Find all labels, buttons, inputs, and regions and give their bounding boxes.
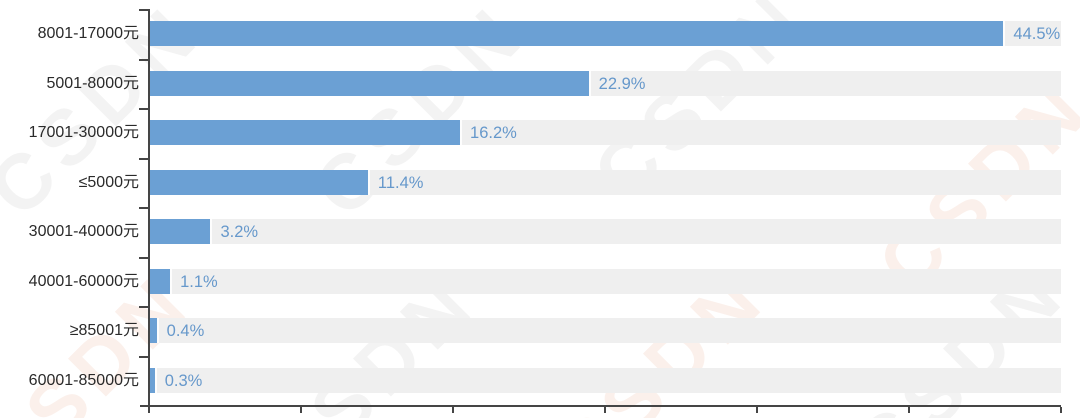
y-axis-line bbox=[148, 9, 150, 406]
bar-track bbox=[149, 268, 1061, 294]
bar-row: 8001-17000元 44.5% bbox=[0, 21, 1080, 47]
bar bbox=[149, 367, 155, 393]
y-axis-tick bbox=[139, 256, 149, 259]
category-label: 40001-60000元 bbox=[28, 272, 139, 290]
bar-row: ≥85001元 0.4% bbox=[0, 318, 1080, 344]
category-label: 30001-40000元 bbox=[28, 223, 139, 241]
category-label: 5001-8000元 bbox=[46, 74, 139, 92]
y-axis-tick bbox=[139, 306, 149, 308]
category-label: ≤5000元 bbox=[78, 173, 139, 191]
x-axis-tick bbox=[604, 407, 606, 413]
y-axis-tick bbox=[139, 58, 149, 61]
bar-track bbox=[149, 367, 1061, 393]
bar-row: 60001-85000元 0.3% bbox=[0, 367, 1080, 393]
bar-row: 17001-30000元 16.2% bbox=[0, 120, 1080, 146]
bar bbox=[149, 268, 171, 294]
y-axis-tick bbox=[139, 9, 149, 11]
bar-track bbox=[149, 318, 1061, 344]
y-axis-tick bbox=[139, 157, 149, 160]
bar-row: 40001-60000元 1.1% bbox=[0, 268, 1080, 294]
bar bbox=[149, 169, 368, 195]
value-label: 22.9% bbox=[598, 74, 646, 93]
value-label: 0.3% bbox=[164, 371, 203, 390]
category-label: 17001-30000元 bbox=[28, 124, 139, 142]
bar-row: ≤5000元 11.4% bbox=[0, 169, 1080, 195]
bar-row: 30001-40000元 3.2% bbox=[0, 219, 1080, 245]
y-axis-tick bbox=[139, 108, 149, 110]
bar bbox=[149, 120, 460, 146]
category-label: 8001-17000元 bbox=[37, 25, 139, 43]
x-axis-tick bbox=[908, 407, 910, 413]
x-axis-tick bbox=[148, 407, 150, 413]
x-axis-tick bbox=[300, 407, 302, 413]
value-label: 0.4% bbox=[166, 322, 205, 341]
bar bbox=[149, 21, 1004, 47]
bar bbox=[149, 219, 211, 245]
category-label: 60001-85000元 bbox=[28, 371, 139, 389]
y-axis-tick bbox=[139, 355, 149, 358]
value-label: 44.5% bbox=[1013, 25, 1061, 44]
value-label: 3.2% bbox=[220, 223, 259, 242]
y-axis-tick bbox=[139, 207, 149, 209]
value-label: 16.2% bbox=[470, 124, 517, 143]
bar bbox=[149, 318, 157, 344]
category-label: ≥85001元 bbox=[69, 322, 139, 340]
value-label: 11.4% bbox=[377, 173, 424, 192]
bar-track bbox=[149, 219, 1061, 245]
x-axis-tick bbox=[452, 407, 454, 413]
bar-row: 5001-8000元 22.9% bbox=[0, 70, 1080, 96]
x-axis-line bbox=[140, 405, 1061, 407]
value-label: 1.1% bbox=[180, 272, 218, 291]
x-axis-tick bbox=[1060, 407, 1062, 413]
bar bbox=[149, 70, 589, 96]
x-axis-tick bbox=[756, 407, 758, 413]
